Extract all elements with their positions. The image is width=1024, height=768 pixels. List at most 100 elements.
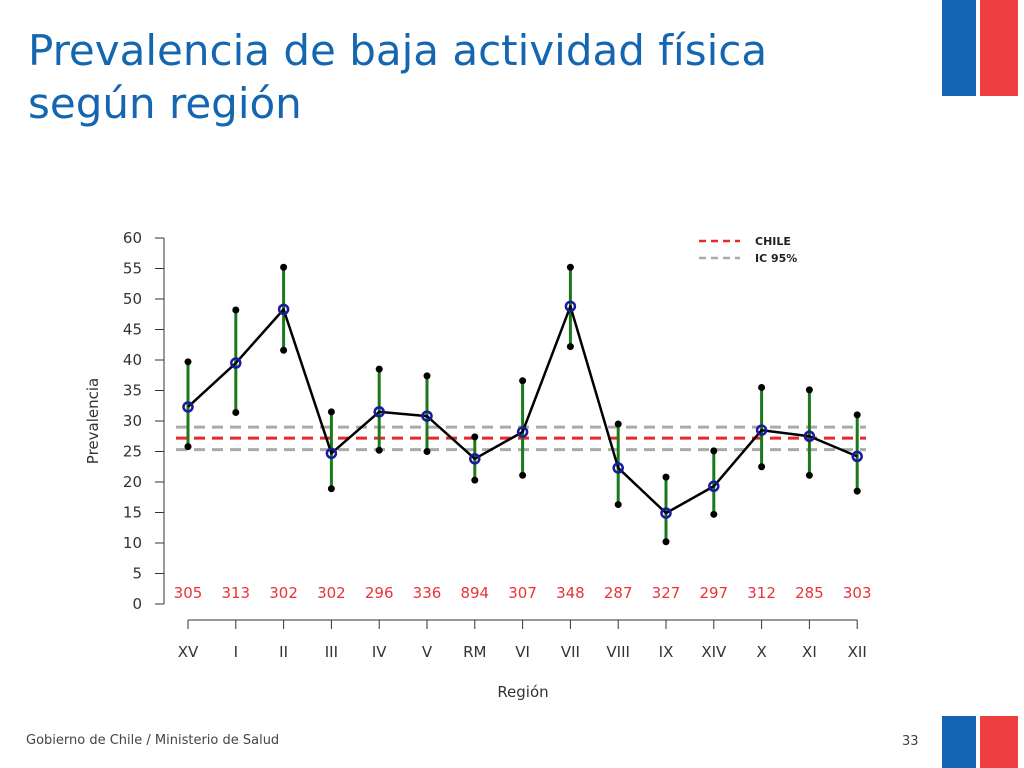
y-tick-label: 25 (123, 443, 142, 461)
error-bar-lower-cap (232, 408, 240, 416)
x-tick-label: RM (463, 643, 486, 661)
y-tick-label: 15 (123, 504, 142, 522)
x-tick-label: IX (659, 643, 674, 661)
y-tick-label: 30 (123, 412, 142, 430)
x-tick-label: XII (848, 643, 867, 661)
x-tick-label: VII (561, 643, 580, 661)
page-number: 33 (902, 734, 919, 749)
footer-credit: Gobierno de Chile / Ministerio de Salud (26, 733, 280, 748)
y-tick-label: 45 (123, 321, 142, 339)
flag-decoration-top (942, 0, 1018, 96)
error-bar-lower-cap (710, 510, 718, 518)
y-tick-label: 60 (123, 229, 142, 247)
flag-decoration-bottom (942, 716, 1018, 768)
error-bar-upper-cap (280, 263, 288, 271)
sample-size-label: 305 (174, 584, 203, 602)
y-tick-label: 50 (123, 290, 142, 308)
error-bar-upper-cap (805, 386, 813, 394)
data-point (564, 300, 577, 313)
data-point (373, 406, 385, 418)
data-point (708, 480, 720, 493)
error-bar-upper-cap (758, 383, 766, 391)
error-bar-upper-cap (519, 377, 527, 385)
error-bar-upper-cap (662, 473, 670, 481)
y-tick-label: 55 (123, 260, 142, 278)
x-axis: XV I II III IV V RM VI VII VIII IX XIV X XI XII (178, 619, 867, 661)
error-bar-upper-cap (375, 365, 383, 373)
x-tick-label: XI (802, 643, 817, 661)
data-point (421, 410, 433, 422)
sample-size-label: 287 (604, 584, 633, 602)
error-bar-upper-cap (471, 433, 479, 441)
y-tick-label: 20 (123, 473, 142, 491)
y-tick-label: 10 (123, 534, 142, 552)
error-bar-upper-cap (184, 358, 192, 366)
data-point (612, 462, 624, 474)
flag-red-stripe (980, 0, 1018, 96)
x-tick-label: IV (372, 643, 387, 661)
error-bar-lower-cap (805, 471, 813, 479)
data-point (230, 357, 242, 369)
sample-size-label: 327 (652, 584, 681, 602)
sample-size-label: 307 (508, 584, 537, 602)
y-tick-label: 35 (123, 382, 142, 400)
x-tick-label: XIV (701, 643, 727, 661)
sample-size-label: 312 (747, 584, 776, 602)
slide-title: Prevalencia de baja actividad física seg… (28, 26, 768, 128)
error-bar-lower-cap (614, 501, 622, 509)
sample-size-label: 285 (795, 584, 824, 602)
error-bar-lower-cap (519, 471, 527, 479)
error-bar-upper-cap (710, 447, 718, 455)
error-bar-lower-cap (423, 448, 431, 455)
sample-size-label: 302 (317, 584, 346, 602)
data-point (803, 430, 816, 442)
sample-size-label: 313 (221, 584, 250, 602)
data-point (660, 507, 672, 519)
error-bar-lower-cap (184, 443, 192, 451)
flag-blue-stripe (942, 716, 980, 768)
series-line (182, 300, 863, 519)
error-bar-lower-cap (375, 446, 383, 454)
y-tick-label: 40 (123, 351, 142, 369)
x-tick-label: X (756, 643, 766, 661)
flag-red-stripe (980, 716, 1018, 768)
sample-size-label: 348 (556, 584, 585, 602)
error-bar-upper-cap (566, 263, 574, 271)
error-bar-lower-cap (853, 487, 861, 495)
x-tick-label: III (325, 643, 338, 661)
sample-size-label: 297 (699, 584, 728, 602)
x-axis-title: Región (497, 683, 548, 701)
x-tick-label: XV (178, 643, 199, 661)
data-point (325, 447, 338, 460)
error-bar-lower-cap (662, 538, 670, 546)
error-bar-lower-cap (758, 463, 766, 471)
y-tick-label: 5 (132, 565, 142, 583)
sample-size-label: 894 (460, 584, 489, 602)
error-bar-lower-cap (280, 346, 288, 354)
error-bar-lower-cap (566, 343, 574, 351)
data-point (182, 401, 194, 413)
error-bar-upper-cap (423, 372, 431, 380)
x-tick-label: V (422, 643, 433, 661)
error-bar-upper-cap (614, 420, 622, 428)
chart-legend: CHILE IC 95% (699, 235, 797, 265)
sample-size-label: 302 (269, 584, 298, 602)
data-point (755, 424, 768, 436)
sample-size-label: 296 (365, 584, 394, 602)
data-point (516, 426, 529, 438)
error-bar-upper-cap (327, 408, 335, 416)
y-axis: 0 5 10 15 20 25 30 35 40 45 50 55 60 (123, 229, 165, 613)
x-tick-label: II (279, 643, 288, 661)
data-point (469, 453, 481, 465)
sample-size-label: 336 (413, 584, 442, 602)
y-axis-title: Prevalencia (84, 378, 102, 464)
x-tick-label: VI (515, 643, 530, 661)
y-tick-label: 0 (132, 595, 142, 613)
legend-chile-label: CHILE (755, 235, 791, 248)
x-tick-label: I (234, 643, 238, 661)
error-bar-upper-cap (232, 306, 240, 314)
error-bar-lower-cap (327, 485, 335, 493)
flag-blue-stripe (942, 0, 980, 96)
sample-size-label: 303 (843, 584, 872, 602)
